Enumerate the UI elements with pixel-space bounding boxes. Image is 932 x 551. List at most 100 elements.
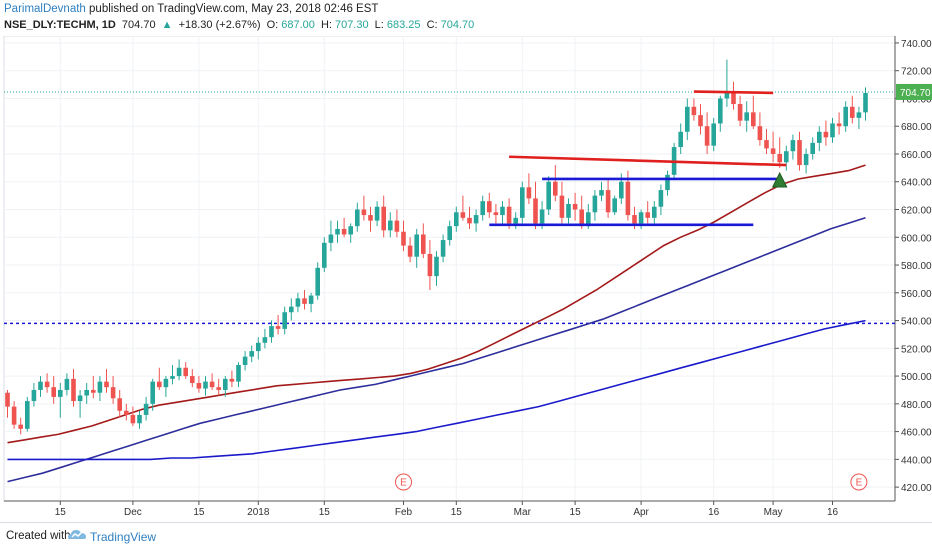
candle-body <box>744 112 749 121</box>
candle <box>308 292 314 313</box>
candle-body <box>414 234 419 257</box>
candle <box>341 217 347 238</box>
candle-body <box>777 153 782 163</box>
candle <box>810 137 815 160</box>
candle-body <box>566 203 571 218</box>
time-tick-label: Mar <box>514 507 532 518</box>
candle-body <box>249 351 254 357</box>
candle <box>566 198 571 224</box>
candle <box>242 351 248 371</box>
candle <box>599 181 604 202</box>
candle-body <box>790 140 796 152</box>
candle <box>18 417 23 435</box>
high-label: H: <box>320 19 332 31</box>
candle <box>823 120 829 146</box>
candle <box>38 376 43 397</box>
candle <box>91 376 96 399</box>
candle-body <box>460 212 466 218</box>
candle-body <box>302 298 307 304</box>
candle <box>764 129 769 154</box>
price-tick-label: 620.00 <box>901 206 932 217</box>
candle <box>196 376 202 393</box>
candle-body <box>559 195 565 218</box>
candle-body <box>691 106 697 116</box>
candle <box>256 337 261 360</box>
candle <box>790 134 796 160</box>
price-tick-label: 500.00 <box>901 372 932 383</box>
candle-body <box>539 209 545 224</box>
price-tick-label: 600.00 <box>901 233 932 244</box>
price-axis: 420.00 440.00 460.00 480.00 500.00 520.00 540.… <box>894 36 932 501</box>
candle <box>381 195 386 238</box>
candle <box>652 201 657 224</box>
candle-body <box>124 410 129 415</box>
candle <box>678 123 683 154</box>
candle <box>183 362 188 379</box>
candle <box>803 148 809 174</box>
candle <box>223 376 228 397</box>
candle-body <box>209 381 215 388</box>
last-price-tag-bg <box>896 83 932 100</box>
candle-body <box>638 212 644 224</box>
candle-body <box>11 406 17 425</box>
candle <box>513 212 518 229</box>
candle <box>64 373 70 396</box>
candle <box>711 117 716 152</box>
candle-body <box>533 198 538 224</box>
candle-body <box>586 212 591 227</box>
author-name[interactable]: ParimalDevnath <box>4 3 86 15</box>
candle-body <box>506 206 512 224</box>
candle <box>493 203 499 224</box>
candle <box>51 376 56 404</box>
candle <box>302 290 307 310</box>
candle <box>691 98 697 121</box>
candle-body <box>84 389 89 396</box>
candle <box>25 396 30 432</box>
candle <box>553 165 558 202</box>
drawn-level-line <box>693 90 774 95</box>
candle-body <box>374 206 380 221</box>
candle-body <box>421 234 426 254</box>
ohlc-line: NSE_DLY:TECHM, 1D 704.70 ▲ +18.30 (+2.67… <box>4 19 477 31</box>
candle-body <box>473 215 479 224</box>
close-value: 704.70 <box>440 19 475 31</box>
tradingview-logo-icon <box>68 530 86 539</box>
candle-body <box>817 131 822 143</box>
time-axis: 15 Dec 15 2018 15 Feb 15 Mar 15 Apr 16 May 16 <box>4 500 895 518</box>
candle <box>295 292 301 313</box>
candle-body <box>51 387 56 397</box>
candle <box>124 403 129 421</box>
candle <box>830 117 835 143</box>
candle <box>289 298 294 321</box>
moving-average-line <box>7 217 866 483</box>
candle-body <box>553 181 558 196</box>
candle <box>546 176 551 216</box>
candle-body <box>104 381 109 388</box>
price-tick-label: 520.00 <box>901 344 932 355</box>
candle-body <box>454 212 459 227</box>
time-tick-label: Apr <box>633 507 649 518</box>
time-tick-label: 15 <box>319 507 331 518</box>
up-arrow-icon: ▲ <box>161 19 173 31</box>
earnings-event-marker: E <box>850 473 868 491</box>
candle-body <box>190 376 195 384</box>
candle-body <box>711 123 716 146</box>
price-tick-label: 640.00 <box>901 178 932 189</box>
candle-body <box>242 356 248 365</box>
candle-body <box>427 253 433 277</box>
candle <box>31 383 37 407</box>
candle-body <box>526 187 532 199</box>
candlestick-chart[interactable]: 420.00 440.00 460.00 480.00 500.00 520.00 540.… <box>0 35 932 520</box>
candle-body <box>572 203 578 210</box>
candle <box>421 223 426 259</box>
candle <box>229 370 235 388</box>
time-tick-label: 2018 <box>247 507 270 518</box>
candle <box>77 389 83 418</box>
created-with-label: Created with <box>6 530 71 542</box>
candle <box>143 396 149 421</box>
candle-body <box>348 226 353 235</box>
tradingview-brand[interactable]: TradingView <box>90 530 157 544</box>
publish-line: ParimalDevnath published on TradingView.… <box>4 3 378 15</box>
chart-header: ParimalDevnath published on TradingView.… <box>0 0 932 36</box>
chart-area[interactable]: 420.00 440.00 460.00 480.00 500.00 520.00 540.… <box>0 35 932 520</box>
